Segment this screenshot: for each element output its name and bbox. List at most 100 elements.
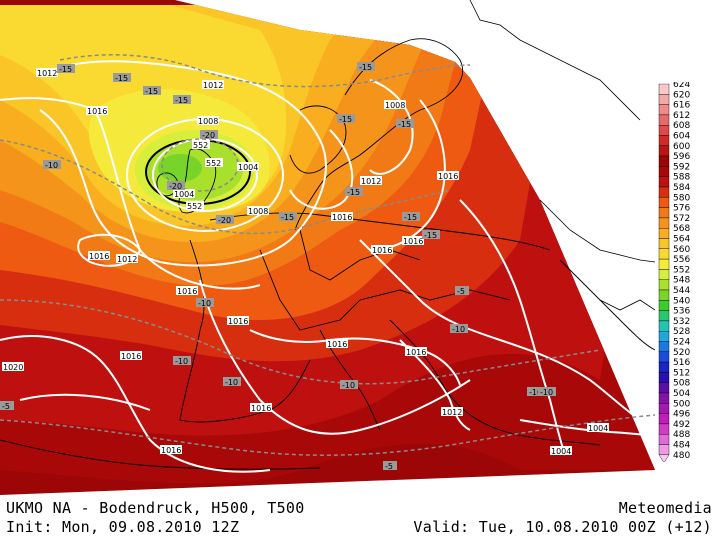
isobar-label-text: 1008	[248, 207, 268, 216]
isobar-label-box	[250, 403, 272, 412]
temp-label: -15	[402, 212, 420, 222]
init-time: Init: Mon, 09.08.2010 12Z	[6, 518, 240, 536]
isobar-label-text: 1012	[442, 408, 462, 417]
isobar-1004-b	[519, 419, 655, 437]
isobar-labels: 1012 1016 1016 1016 1012 1012 1008 1004 …	[2, 68, 609, 456]
isobar-label: 1012	[202, 80, 224, 90]
legend-swatch	[658, 197, 670, 208]
temp-label-text: -15	[59, 65, 72, 74]
isotherm-10-b	[0, 299, 601, 385]
h500-label-text: 552	[193, 141, 208, 150]
temp-label: -10	[450, 324, 468, 334]
legend-swatch	[658, 83, 670, 95]
isobar-label-box	[2, 362, 24, 371]
legend-swatch	[658, 434, 670, 445]
temp-label-box	[422, 230, 440, 239]
isobar-label-box	[227, 316, 249, 325]
temp-label: -15	[357, 62, 375, 72]
temp-label-text: -15	[145, 87, 158, 96]
isobar-label: 1016	[371, 245, 393, 255]
temp-label: -10	[538, 387, 556, 397]
legend-tick-label: 548	[673, 276, 690, 286]
isobar-1016-d	[359, 239, 655, 431]
isobar-label-text: 1016	[161, 446, 181, 455]
isobar-label-box	[86, 106, 108, 115]
isobar-label: 1020	[2, 362, 24, 372]
isobar-label-box	[587, 423, 609, 432]
temp-label: -10	[340, 380, 358, 390]
isobar-label-box	[441, 407, 463, 416]
h500-label: 552	[192, 140, 210, 150]
isotherm-10	[0, 139, 451, 235]
isobar-label: 1004	[237, 162, 259, 172]
legend-top-arrow	[659, 83, 669, 84]
isobar-label-text: 1016	[121, 352, 141, 361]
isobar-label-text: 1016	[372, 246, 392, 255]
temp-labels: -15 -15 -15 -15 -20 -20 -20 -10 -15 -15 …	[0, 62, 556, 471]
isobar-label: 1016	[437, 171, 459, 181]
temp-label-box	[43, 160, 61, 169]
country-borders-2	[299, 229, 421, 281]
isobar-label: 1004	[173, 189, 195, 199]
h500-label-text: 552	[206, 159, 221, 168]
temp-label-box	[200, 130, 218, 139]
isobar-1016-f	[19, 393, 151, 411]
isobar-label: 1012	[441, 407, 463, 417]
legend-swatch	[658, 227, 670, 239]
legend-tick-label: 584	[673, 183, 690, 193]
temp-label-text: -15	[339, 115, 352, 124]
legend-tick-label: 608	[673, 121, 690, 131]
legend-tick-label: 544	[673, 286, 690, 296]
isobar-label-text: 1016	[327, 340, 347, 349]
legend-swatch	[658, 341, 670, 353]
legend-swatch	[658, 279, 670, 291]
norway-coast	[289, 105, 347, 174]
legend-swatch	[658, 207, 670, 219]
legend-swatch	[658, 351, 670, 363]
legend-tick-label: 560	[673, 245, 690, 255]
legend-swatch	[658, 413, 670, 425]
isobar-label-box	[237, 162, 259, 171]
temp-label-box	[450, 324, 468, 333]
temp-label: -15	[173, 95, 191, 105]
legend-tick-label: 616	[673, 101, 690, 111]
legend-swatch	[658, 361, 670, 373]
legend-tick-label: 516	[673, 358, 690, 368]
isobar-label-box	[437, 171, 459, 180]
isobar-label-text: 1016	[403, 237, 423, 246]
isobar-label: 1016	[120, 351, 142, 361]
isobar-label: 1016	[88, 251, 110, 261]
temp-label: -15	[337, 114, 355, 124]
temp-label-text: -15	[175, 96, 188, 105]
temp-label-box	[196, 298, 214, 307]
isobar-1020	[0, 335, 271, 473]
temp-label: -15	[57, 64, 75, 74]
isobar-label-text: 1008	[385, 101, 405, 110]
isobar-label-box	[36, 68, 58, 77]
temp-label-text: -20	[202, 131, 215, 140]
isobar-label: 1004	[550, 446, 572, 456]
isobar-label: 1012	[360, 176, 382, 186]
isobar-label-box	[405, 347, 427, 356]
legend-tick-label: 580	[673, 193, 690, 203]
isobar-label: 1008	[247, 206, 269, 216]
temp-label-box	[173, 356, 191, 365]
isobar-1012-b	[289, 129, 354, 210]
legend-swatch	[658, 382, 670, 394]
legend-tick-label: 552	[673, 265, 690, 275]
isobar-1016-e	[459, 199, 566, 456]
isobar-label-text: 1004	[588, 424, 608, 433]
isobar-label-text: 1012	[117, 255, 137, 264]
temp-label-box	[223, 377, 241, 386]
legend-swatch	[658, 320, 670, 332]
temp-label: -15	[345, 187, 363, 197]
valid-time: Valid: Tue, 10.08.2010 00Z (+12)	[413, 518, 712, 536]
isobar-label-text: 1012	[203, 81, 223, 90]
isobar-label-box	[88, 251, 110, 260]
isobar-1016-b	[199, 279, 471, 435]
isobar-1012-c	[369, 99, 446, 251]
north-africa-coast	[0, 439, 321, 470]
isobar-label-box	[116, 254, 138, 263]
temp-label-box	[402, 212, 420, 221]
band-544	[158, 154, 202, 182]
